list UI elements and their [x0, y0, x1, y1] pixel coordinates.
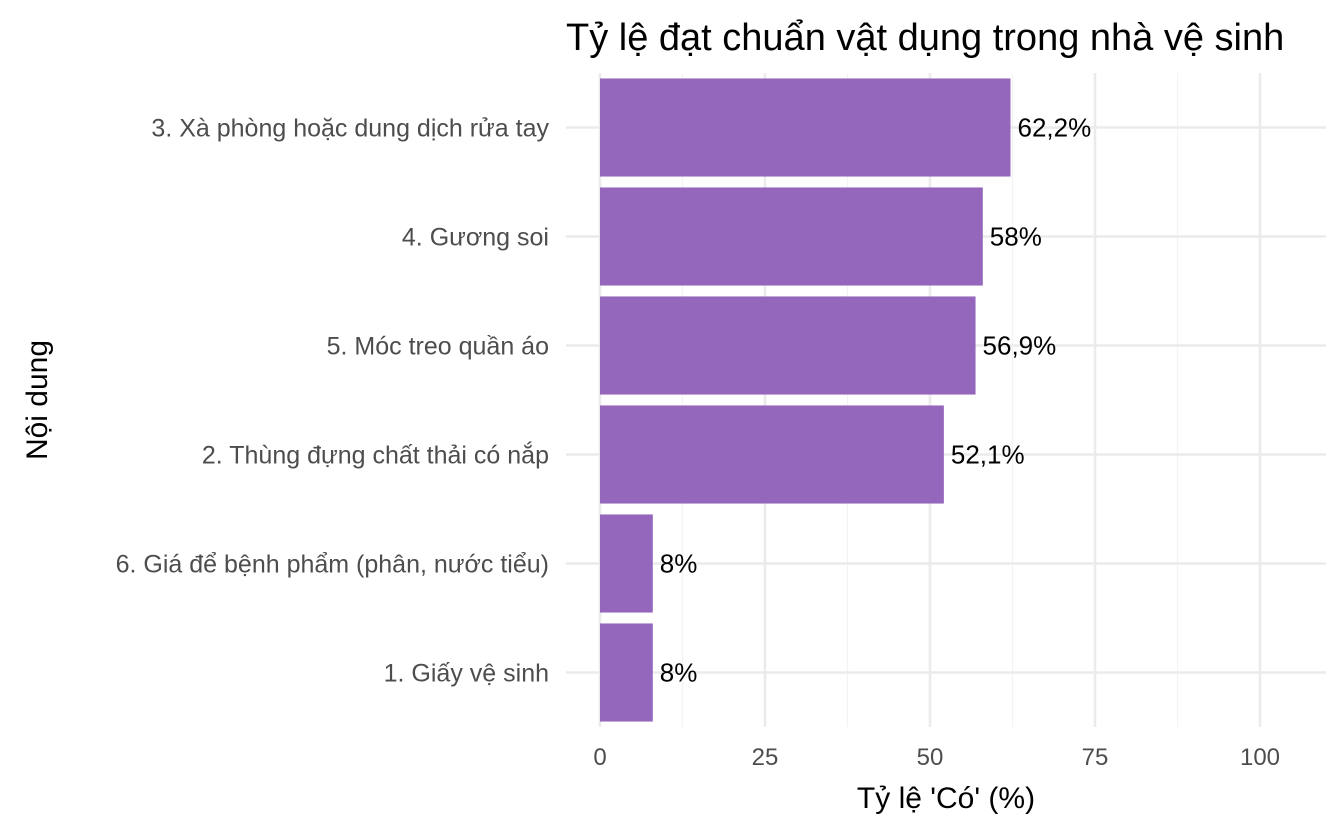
category-label: 3. Xà phòng hoặc dung dịch rửa tay — [151, 115, 549, 143]
x-axis-title: Tỷ lệ 'Có' (%) — [857, 782, 1035, 815]
data-label: 52,1% — [951, 440, 1025, 470]
category-label: 4. Gương soi — [402, 224, 549, 252]
bars — [600, 78, 1011, 722]
data-label: 58% — [990, 222, 1042, 252]
category-label: 2. Thùng đựng chất thải có nắp — [202, 441, 549, 470]
data-label: 56,9% — [983, 331, 1057, 361]
chart-title: Tỷ lệ đạt chuẩn vật dụng trong nhà vệ si… — [566, 17, 1284, 59]
y-axis-title: Nội dung — [21, 340, 54, 460]
data-label: 8% — [660, 658, 698, 688]
bar — [600, 405, 944, 504]
category-label: 6. Giá để bệnh phẩm (phân, nước tiểu) — [116, 551, 549, 579]
bar — [600, 514, 653, 613]
data-label: 62,2% — [1018, 113, 1092, 143]
bar — [600, 296, 976, 395]
x-tick-label: 0 — [593, 744, 606, 771]
x-tick-label: 75 — [1082, 744, 1109, 771]
data-label: 8% — [660, 549, 698, 579]
category-label: 1. Giấy vệ sinh — [384, 660, 549, 688]
x-tick-label: 50 — [917, 744, 944, 771]
x-tick-label: 25 — [752, 744, 779, 771]
category-labels: 3. Xà phòng hoặc dung dịch rửa tay 4. Gươ… — [116, 115, 550, 688]
bar — [600, 187, 983, 286]
x-tick-label: 100 — [1240, 744, 1280, 771]
bar — [600, 78, 1011, 177]
category-label: 5. Móc treo quần áo — [327, 333, 549, 361]
data-labels: 62,2% 58% 56,9% 52,1% 8% 8% — [660, 113, 1091, 688]
x-tick-labels: 0 25 50 75 100 — [593, 744, 1280, 771]
bar — [600, 623, 653, 722]
